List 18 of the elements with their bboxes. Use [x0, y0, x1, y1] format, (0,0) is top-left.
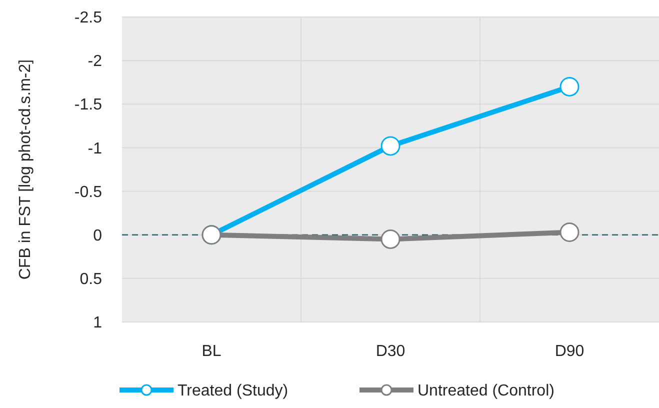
legend-label: Untreated (Control) — [418, 382, 554, 400]
y-tick-label: -0.5 — [74, 184, 102, 201]
x-tick-label: D30 — [376, 343, 406, 360]
y-tick-label: -2.5 — [74, 10, 102, 27]
point — [380, 136, 400, 156]
y-tick-label: -1.5 — [74, 96, 102, 114]
point — [380, 229, 400, 249]
y-axis-title: CFB in FST [log phot-cd.s.m-2] — [17, 59, 34, 280]
x-tick-label: BL — [202, 343, 222, 360]
y-tick-label: 0 — [93, 227, 102, 244]
point — [560, 76, 580, 96]
y-tick-label: 0.5 — [80, 271, 102, 288]
legend-label: Treated (Study) — [178, 382, 288, 400]
y-tick-label: -1 — [88, 140, 102, 158]
point — [560, 222, 580, 242]
y-tick-label: 1 — [93, 314, 102, 332]
y-tick-label: -2 — [88, 53, 102, 70]
x-tick-label: D90 — [554, 343, 584, 360]
